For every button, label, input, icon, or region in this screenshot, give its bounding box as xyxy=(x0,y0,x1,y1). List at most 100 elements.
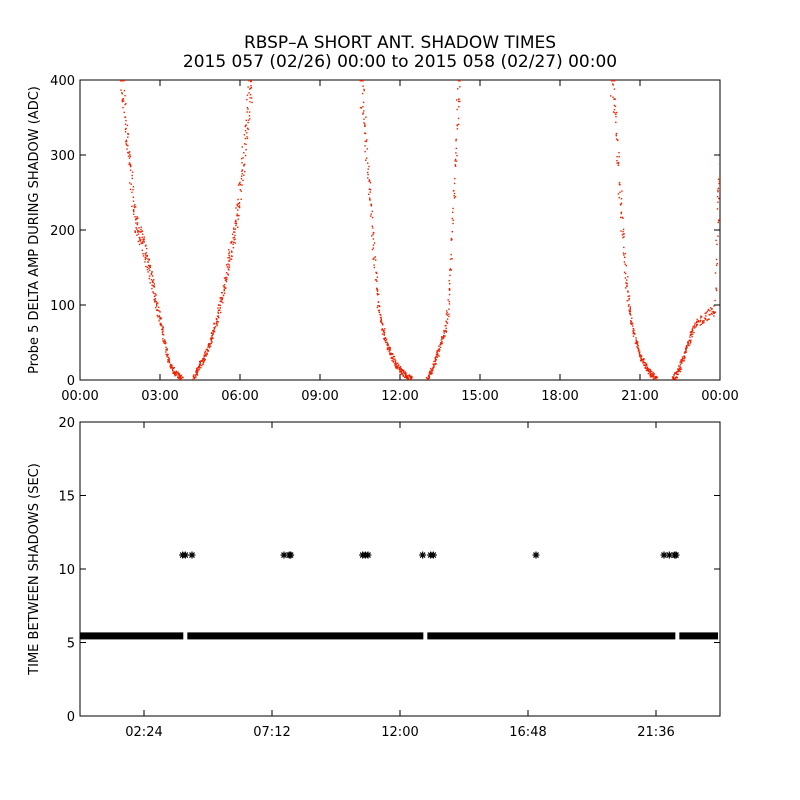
data-point xyxy=(453,182,456,185)
data-point xyxy=(630,323,633,325)
data-point xyxy=(228,256,231,259)
data-point xyxy=(691,329,694,331)
data-point xyxy=(696,320,698,323)
data-point xyxy=(439,344,441,346)
data-point xyxy=(378,305,380,307)
data-point xyxy=(677,373,679,375)
data-point xyxy=(392,361,395,363)
data-point xyxy=(634,342,637,344)
data-point xyxy=(363,118,365,120)
data-point xyxy=(128,152,130,154)
data-point xyxy=(141,236,143,238)
data-point xyxy=(372,258,375,260)
data-point xyxy=(142,242,144,244)
data-point xyxy=(700,319,702,322)
data-point xyxy=(227,274,229,276)
data-point xyxy=(148,265,151,267)
data-point xyxy=(395,367,397,369)
data-point xyxy=(687,341,690,343)
data-point xyxy=(203,359,205,361)
data-point xyxy=(653,377,655,379)
data-point xyxy=(444,335,446,337)
data-point xyxy=(428,375,430,377)
data-point xyxy=(447,299,449,301)
data-point xyxy=(649,371,651,374)
data-point xyxy=(389,353,392,356)
data-point xyxy=(150,279,153,281)
data-point xyxy=(174,374,176,376)
data-point xyxy=(125,143,127,145)
data-point xyxy=(223,289,225,291)
data-point xyxy=(436,351,438,353)
data-point xyxy=(248,80,250,82)
data-point xyxy=(194,374,197,376)
data-point xyxy=(627,295,629,297)
data-point xyxy=(640,355,643,357)
data-point xyxy=(371,248,374,251)
top-panel: 00:00 03:00 06:00 09:00 12:00 15:00 18:00 21:00… xyxy=(27,74,739,404)
data-point xyxy=(448,288,451,290)
data-point xyxy=(122,106,124,109)
data-point xyxy=(129,182,131,184)
data-point xyxy=(370,215,372,217)
data-point xyxy=(205,354,207,356)
data-point xyxy=(157,302,159,304)
data-point xyxy=(403,370,405,373)
data-point xyxy=(213,329,215,331)
data-point xyxy=(239,181,241,184)
data-point xyxy=(171,368,174,370)
data-point xyxy=(446,322,449,324)
data-point xyxy=(411,376,413,378)
data-point xyxy=(131,174,133,177)
data-point xyxy=(380,318,382,320)
data-point xyxy=(198,366,201,368)
data-point xyxy=(217,307,219,309)
data-point xyxy=(126,124,129,127)
data-point xyxy=(436,350,439,352)
data-point xyxy=(392,358,395,360)
outlier-points xyxy=(179,551,680,559)
data-point xyxy=(238,206,240,208)
data-point xyxy=(239,184,242,186)
data-point xyxy=(617,193,620,195)
data-point xyxy=(636,344,639,346)
data-point xyxy=(181,379,183,380)
data-point xyxy=(435,355,437,358)
data-point xyxy=(719,163,720,165)
data-point xyxy=(386,348,389,351)
data-point xyxy=(708,318,710,320)
data-point xyxy=(395,365,398,368)
data-point xyxy=(455,138,457,140)
data-point xyxy=(404,376,406,378)
data-point xyxy=(243,165,245,167)
outlier-point xyxy=(672,551,680,559)
data-point xyxy=(165,353,167,356)
data-point xyxy=(685,347,687,350)
data-point xyxy=(404,372,406,375)
data-point xyxy=(428,371,431,374)
data-point xyxy=(638,352,640,354)
data-point xyxy=(200,367,202,369)
data-point xyxy=(230,241,232,243)
data-point xyxy=(151,284,153,286)
data-point xyxy=(196,373,198,375)
data-point xyxy=(713,311,715,313)
data-point xyxy=(431,369,433,371)
data-point xyxy=(364,145,366,147)
data-point xyxy=(225,279,227,281)
data-point xyxy=(123,89,126,92)
data-point xyxy=(388,348,391,351)
data-point xyxy=(166,354,168,357)
data-point xyxy=(696,323,698,326)
data-point xyxy=(369,198,371,201)
data-point xyxy=(208,343,210,345)
data-point xyxy=(620,212,622,215)
data-point xyxy=(127,155,130,157)
data-point xyxy=(389,353,391,355)
data-point xyxy=(430,367,432,370)
data-point xyxy=(616,162,618,164)
data-point xyxy=(457,80,460,82)
data-point xyxy=(718,180,720,182)
data-point xyxy=(154,293,156,295)
data-point xyxy=(363,89,365,92)
